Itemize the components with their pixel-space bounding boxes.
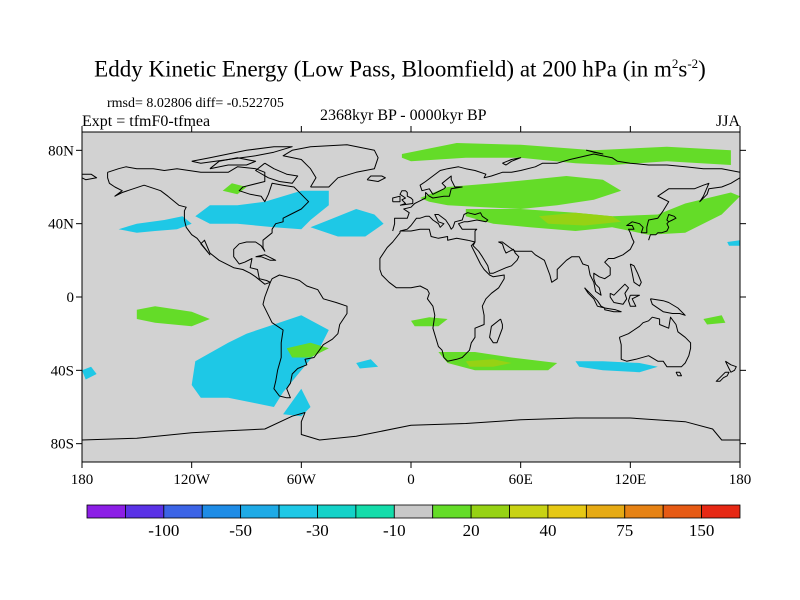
coastline-19 [399, 190, 414, 206]
colorbar-swatch [393, 504, 434, 519]
lon-tick-label: 180 [729, 472, 752, 488]
colorbar-label: 40 [539, 521, 556, 540]
colorbar: -100 -50 -30 -10 20 40 75 150 [86, 504, 741, 540]
anomaly-region-3 [538, 212, 622, 226]
lon-tick-label: 60E [509, 472, 533, 488]
experiment-label: Expt = tfmF0-tfmea [82, 113, 211, 130]
coastline-5 [399, 212, 489, 242]
coastline-18 [489, 318, 503, 344]
coastline-21 [366, 175, 386, 182]
colorbar-swatch [201, 504, 242, 519]
coastline-1 [262, 274, 348, 399]
anomaly-region-10 [82, 366, 97, 380]
anomaly-region-11 [575, 361, 658, 373]
anomaly-region-19 [703, 315, 726, 325]
coastline-26 [191, 146, 293, 164]
colorbar-swatch [701, 504, 741, 519]
anomaly-region-9 [283, 388, 311, 417]
lat-tick-label: 80S [51, 437, 74, 453]
colorbar-swatch [624, 504, 664, 519]
colorbar-label: 75 [616, 521, 633, 540]
colorbar-label: -10 [383, 521, 406, 540]
coastline-11 [715, 371, 730, 382]
colorbar-label: -30 [306, 521, 329, 540]
period-label: 2368kyr BP - 0000kyr BP [320, 107, 487, 124]
coastline-17 [629, 263, 642, 287]
coastline-22 [255, 254, 277, 261]
coastline-23 [82, 412, 740, 441]
colorbar-swatch [355, 504, 395, 519]
coastline-29 [82, 173, 98, 181]
colorbar-label: -100 [148, 521, 179, 540]
lat-tick-label: 40N [48, 217, 74, 233]
coastline-7 [648, 214, 677, 241]
colorbar-swatch [470, 504, 510, 519]
coastline-28 [586, 149, 604, 155]
anomaly-regions [82, 143, 740, 417]
colorbar-swatch [432, 504, 472, 519]
anomaly-region-1 [420, 176, 622, 209]
coastline-6 [472, 177, 740, 296]
coastline-0 [107, 166, 310, 285]
anomaly-region-15 [286, 342, 329, 358]
colorbar-label: 20 [463, 521, 480, 540]
coastline-9 [675, 371, 682, 377]
colorbar-swatch [662, 504, 702, 519]
colorbar-swatch [278, 504, 318, 519]
lat-tick-label: 40S [51, 363, 74, 379]
lon-tick-label: 180 [71, 472, 94, 488]
coastline-3 [392, 153, 740, 232]
map-axes: 80N 40N 0 40S 80S 180 120W 60W 0 60E 120E 180 [48, 126, 751, 488]
anomaly-region-5 [118, 216, 192, 233]
anomaly-region-8 [191, 315, 329, 407]
anomaly-region-12 [356, 359, 379, 369]
coastline-13 [604, 307, 622, 313]
lon-tick-label: 120W [173, 472, 211, 488]
coastline-24 [209, 157, 257, 170]
coastline-15 [628, 294, 640, 307]
anomaly-region-18 [465, 359, 512, 367]
stats-label: rmsd= 8.02806 diff= -0.522705 [107, 96, 284, 111]
lon-tick-label: 60W [287, 472, 317, 488]
figure-title: Eddy Kinetic Energy (Low Pass, Bloomfiel… [94, 56, 706, 82]
season-label: JJA [716, 113, 741, 130]
colorbar-swatch [509, 504, 549, 519]
coastline-8 [618, 316, 692, 368]
colorbar-swatch [585, 504, 626, 519]
anomaly-region-7 [310, 209, 384, 237]
anomaly-region-16 [411, 317, 448, 327]
coastline-10 [724, 360, 737, 373]
colorbar-swatch [86, 504, 126, 519]
lat-tick-label: 0 [67, 290, 75, 306]
colorbar-label: 150 [689, 521, 715, 540]
colorbar-swatch [547, 504, 587, 519]
lon-tick-label: 0 [407, 472, 415, 488]
lat-tick-label: 80N [48, 143, 74, 159]
anomaly-region-6 [195, 190, 329, 230]
coastlines [82, 144, 740, 441]
anomaly-region-0 [401, 143, 731, 165]
lon-tick-label: 120E [614, 472, 646, 488]
coastline-14 [609, 283, 629, 305]
map-background [82, 132, 740, 462]
anomaly-region-2 [465, 192, 740, 235]
coastline-20 [392, 195, 401, 203]
colorbar-swatch [317, 504, 357, 519]
colorbar-label: -50 [229, 521, 252, 540]
coastline-25 [255, 162, 299, 184]
coastline-16 [649, 298, 686, 316]
colorbar-swatch [240, 504, 280, 519]
colorbar-swatch [125, 504, 165, 519]
coastline-27 [502, 157, 522, 166]
colorbar-swatch [163, 504, 203, 519]
anomaly-region-14 [136, 306, 210, 327]
anomaly-region-13 [727, 240, 740, 246]
coastline-4 [379, 228, 505, 362]
coastline-2 [282, 144, 379, 188]
